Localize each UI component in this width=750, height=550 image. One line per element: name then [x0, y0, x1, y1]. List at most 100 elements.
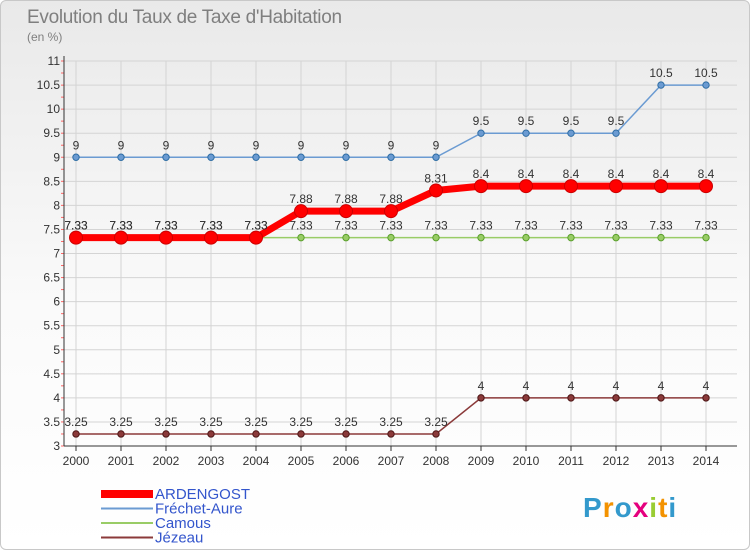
data-label: 7.33 [64, 219, 88, 233]
data-label: 9 [253, 138, 260, 152]
data-point [612, 129, 620, 137]
data-label: 4 [523, 379, 530, 393]
data-label: 9 [343, 138, 350, 152]
data-point [432, 233, 440, 242]
y-tick-label: 7 [53, 247, 60, 261]
data-label: 4 [568, 379, 575, 393]
y-tick-label: 3 [53, 439, 60, 453]
data-label: 9 [433, 138, 440, 152]
x-tick-label: 2009 [468, 454, 495, 468]
y-tick-label: 4.5 [43, 367, 60, 381]
legend-swatch [101, 490, 153, 498]
data-label: 3.25 [334, 415, 358, 429]
y-tick-label: 5 [53, 343, 60, 357]
x-tick-label: 2011 [558, 454, 584, 468]
data-label: 8.4 [698, 167, 715, 181]
data-label: 10.5 [649, 66, 673, 80]
y-axis-unit: (en %) [27, 30, 63, 44]
data-label: 7.33 [694, 219, 718, 233]
data-label: 7.33 [379, 219, 403, 233]
data-point [522, 394, 530, 402]
data-point [339, 204, 353, 219]
data-label: 9.5 [473, 114, 490, 128]
data-point [477, 129, 485, 137]
data-label: 3.25 [289, 415, 313, 429]
data-point [207, 153, 215, 161]
legend-label: Fréchet-Aure [155, 501, 243, 518]
data-label: 3.25 [109, 415, 133, 429]
x-tick-label: 2014 [693, 454, 720, 468]
brand-logo: Proxiti [583, 492, 677, 523]
data-label: 10.5 [694, 66, 718, 80]
data-label: 7.88 [334, 192, 358, 206]
y-tick-label: 9 [53, 150, 60, 164]
data-point [387, 233, 395, 242]
data-label: 7.33 [109, 219, 133, 233]
data-label: 9.5 [608, 114, 625, 128]
x-tick-label: 2006 [333, 454, 360, 468]
y-tick-label: 10.5 [37, 78, 61, 92]
x-tick-label: 2013 [648, 454, 675, 468]
data-point [249, 230, 263, 245]
data-point [657, 233, 665, 242]
x-tick-label: 2000 [63, 454, 90, 468]
data-point [657, 81, 665, 89]
data-point [252, 153, 260, 161]
data-point [387, 153, 395, 161]
data-point [384, 204, 398, 219]
data-label: 7.33 [64, 219, 88, 233]
x-tick-label: 2012 [603, 454, 630, 468]
data-label: 9 [388, 138, 395, 152]
y-tick-label: 8 [53, 198, 60, 212]
data-point [429, 183, 443, 198]
data-point [612, 233, 620, 242]
y-tick-label: 5.5 [43, 319, 60, 333]
data-label: 8.4 [653, 167, 670, 181]
data-label: 3.25 [199, 415, 223, 429]
data-label: 3.25 [64, 415, 88, 429]
data-point [159, 230, 173, 245]
data-label: 7.33 [109, 219, 133, 233]
data-point [162, 430, 170, 438]
data-label: 7.33 [244, 219, 268, 233]
y-tick-label: 6 [53, 295, 60, 309]
data-label: 9.5 [563, 114, 580, 128]
data-point [162, 153, 170, 161]
data-point [252, 430, 260, 438]
data-label: 7.33 [289, 219, 313, 233]
data-point [477, 394, 485, 402]
data-point [432, 430, 440, 438]
y-tick-label: 9.5 [43, 126, 60, 140]
data-point [342, 153, 350, 161]
data-point [567, 394, 575, 402]
data-point [519, 179, 533, 194]
data-point [114, 230, 128, 245]
y-tick-label: 6.5 [43, 271, 60, 285]
data-label: 7.33 [199, 219, 223, 233]
data-point [702, 233, 710, 242]
data-label: 7.33 [469, 219, 493, 233]
data-point [699, 179, 713, 194]
x-tick-label: 2002 [153, 454, 180, 468]
data-label: 9 [73, 138, 80, 152]
data-label: 7.33 [604, 219, 628, 233]
data-label: 8.4 [563, 167, 580, 181]
data-point [432, 153, 440, 161]
data-point [567, 129, 575, 137]
data-label: 7.33 [154, 219, 178, 233]
data-label: 9 [298, 138, 305, 152]
x-tick-label: 2001 [108, 454, 135, 468]
data-point [654, 179, 668, 194]
legend-label: Jézeau [155, 530, 203, 547]
data-label: 4 [658, 379, 665, 393]
data-label: 9 [208, 138, 215, 152]
data-label: 8.31 [424, 171, 448, 185]
x-tick-label: 2004 [243, 454, 270, 468]
data-point [207, 430, 215, 438]
data-label: 7.33 [649, 219, 673, 233]
data-point [477, 233, 485, 242]
x-tick-label: 2010 [513, 454, 540, 468]
data-point [522, 129, 530, 137]
data-label: 7.88 [289, 192, 313, 206]
